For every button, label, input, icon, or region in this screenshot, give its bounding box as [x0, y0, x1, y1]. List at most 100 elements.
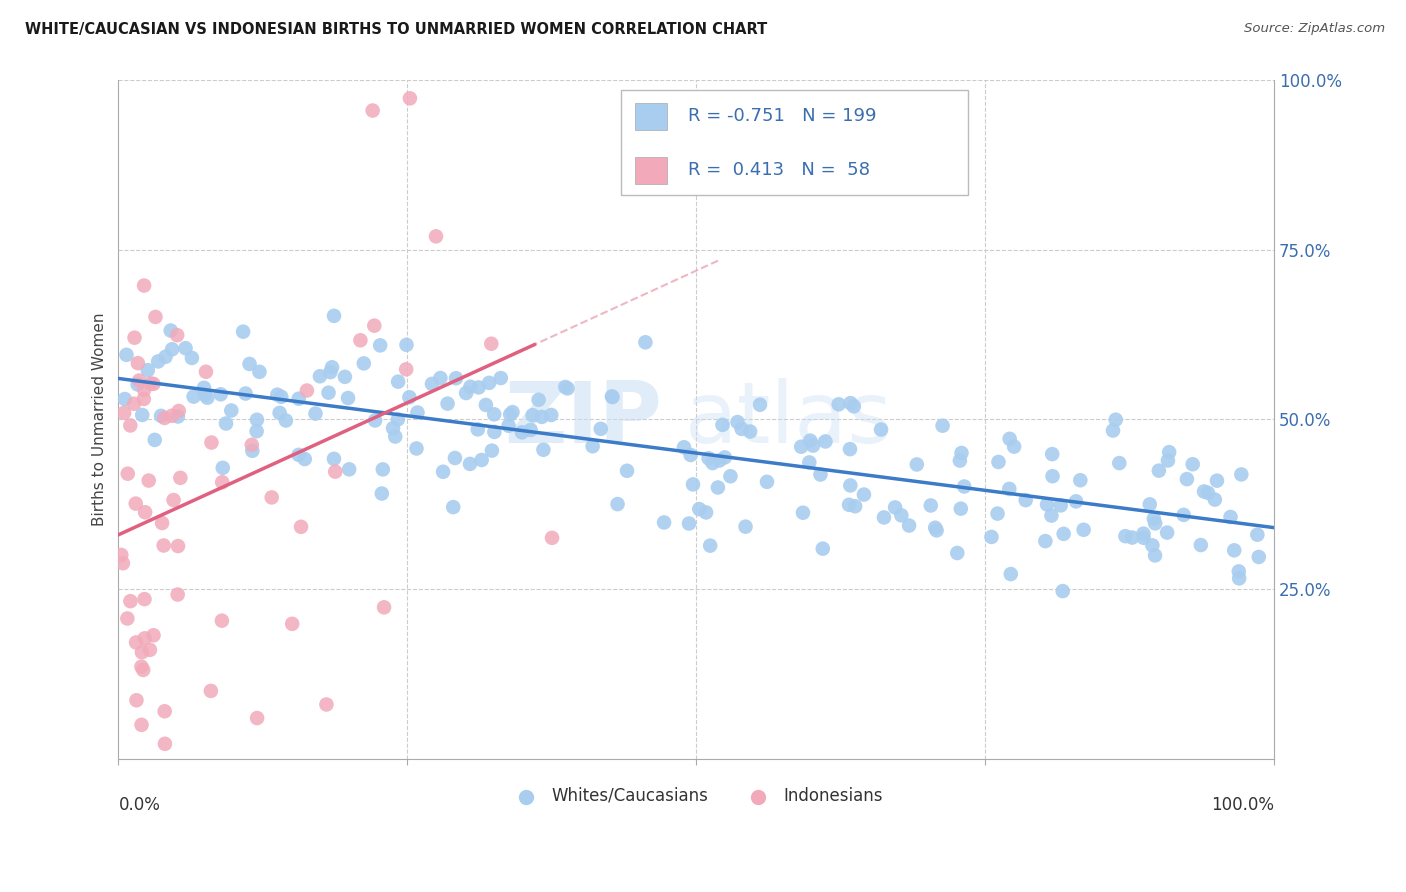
Point: [368, 338, 391, 352]
Point: [749, 398, 772, 412]
Point: [1144, 549, 1167, 563]
Point: [792, 506, 814, 520]
Point: [115, 348, 138, 362]
Point: [221, 403, 243, 417]
Point: [870, 423, 893, 437]
Point: [139, 643, 162, 657]
Point: [1052, 584, 1074, 599]
Point: [361, 103, 384, 118]
Point: [193, 381, 215, 395]
Point: [290, 520, 312, 534]
Point: [159, 324, 181, 338]
Point: [373, 600, 395, 615]
Point: [481, 443, 503, 458]
Point: [460, 380, 482, 394]
Point: [363, 318, 385, 333]
Point: [672, 440, 695, 454]
Point: [235, 386, 257, 401]
Point: [678, 516, 700, 531]
Point: [269, 406, 291, 420]
Point: [1219, 510, 1241, 524]
Point: [479, 336, 502, 351]
Point: [211, 460, 233, 475]
Point: [799, 455, 821, 469]
Point: [1230, 467, 1253, 482]
Point: [321, 360, 343, 375]
Point: [925, 524, 948, 538]
Point: [238, 357, 260, 371]
Point: [827, 397, 849, 411]
Point: [814, 434, 837, 449]
Point: [1189, 538, 1212, 552]
Point: [695, 505, 717, 519]
Point: [905, 458, 928, 472]
Point: [160, 409, 183, 423]
Point: [998, 482, 1021, 496]
Point: [295, 384, 318, 398]
Point: [720, 469, 742, 483]
Point: [142, 376, 165, 391]
Point: [734, 519, 756, 533]
Point: [1143, 512, 1166, 526]
Point: [444, 371, 467, 385]
Point: [1147, 464, 1170, 478]
Point: [194, 365, 217, 379]
Point: [180, 351, 202, 365]
Point: [1173, 508, 1195, 522]
Point: [287, 448, 309, 462]
Point: [756, 475, 779, 489]
Point: [727, 415, 749, 429]
Point: [211, 614, 233, 628]
Point: [499, 408, 522, 422]
Point: [349, 333, 371, 347]
Point: [699, 539, 721, 553]
Point: [148, 354, 170, 368]
Point: [949, 501, 972, 516]
Point: [1040, 447, 1063, 461]
Point: [333, 369, 356, 384]
Point: [931, 418, 953, 433]
Point: [420, 376, 443, 391]
Point: [274, 413, 297, 427]
Point: [436, 396, 458, 410]
Point: [811, 541, 834, 556]
Point: [456, 386, 478, 401]
Point: [844, 500, 866, 514]
Point: [211, 475, 233, 490]
Point: [810, 467, 832, 482]
Point: [1247, 549, 1270, 564]
Point: [122, 397, 145, 411]
Point: [125, 497, 148, 511]
Point: [1175, 472, 1198, 486]
Point: [134, 505, 156, 519]
FancyBboxPatch shape: [636, 157, 668, 184]
Point: [209, 387, 232, 401]
Point: [1132, 531, 1154, 545]
Point: [125, 693, 148, 707]
Point: [799, 434, 821, 448]
Point: [232, 325, 254, 339]
Point: [873, 510, 896, 524]
Point: [602, 390, 624, 404]
Point: [839, 396, 862, 410]
Point: [1227, 571, 1250, 585]
Point: [200, 684, 222, 698]
Point: [110, 548, 132, 562]
Point: [145, 310, 167, 324]
Text: Source: ZipAtlas.com: Source: ZipAtlas.com: [1244, 22, 1385, 36]
Text: WHITE/CAUCASIAN VS INDONESIAN BIRTHS TO UNMARRIED WOMEN CORRELATION CHART: WHITE/CAUCASIAN VS INDONESIAN BIRTHS TO …: [25, 22, 768, 37]
Point: [475, 398, 498, 412]
Point: [395, 338, 418, 352]
Point: [319, 365, 342, 379]
Point: [842, 400, 865, 414]
Point: [136, 363, 159, 377]
Point: [139, 376, 162, 391]
Point: [1204, 492, 1226, 507]
Point: [395, 362, 418, 376]
Point: [183, 390, 205, 404]
Point: [1206, 474, 1229, 488]
Point: [702, 456, 724, 470]
Point: [527, 392, 550, 407]
Point: [1002, 440, 1025, 454]
Point: [482, 408, 505, 422]
